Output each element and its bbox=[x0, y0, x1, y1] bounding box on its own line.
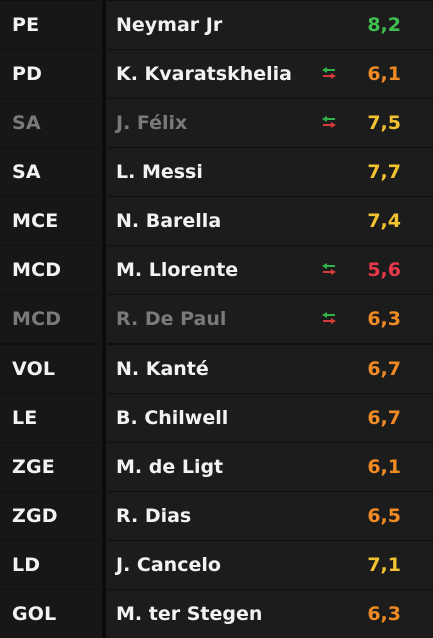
player-row[interactable]: MCD M. Llorente 5,6 bbox=[0, 246, 433, 294]
player-rating: 6,3 bbox=[367, 603, 401, 625]
player-name: J. Félix bbox=[116, 112, 187, 134]
player-rating: 6,3 bbox=[367, 308, 401, 330]
player-rating: 6,1 bbox=[367, 63, 401, 85]
player-info: M. Llorente 5,6 bbox=[106, 246, 433, 294]
player-info: R. Dias 6,5 bbox=[106, 492, 433, 540]
player-rating: 6,7 bbox=[367, 358, 401, 380]
player-row[interactable]: ZGD R. Dias 6,5 bbox=[0, 492, 433, 540]
player-info: K. Kvaratskhelia 6,1 bbox=[106, 50, 433, 98]
player-info: R. De Paul 6,3 bbox=[106, 295, 433, 343]
player-row[interactable]: GOL M. ter Stegen 6,3 bbox=[0, 590, 433, 638]
player-row[interactable]: ZGE M. de Ligt 6,1 bbox=[0, 443, 433, 491]
player-name: R. De Paul bbox=[116, 308, 226, 330]
player-info: B. Chilwell 6,7 bbox=[106, 394, 433, 442]
player-rating: 7,5 bbox=[367, 112, 401, 134]
player-row[interactable]: SA J. Félix 7,5 bbox=[0, 99, 433, 147]
player-row[interactable]: MCE N. Barella 7,4 bbox=[0, 197, 433, 245]
player-position: PD bbox=[0, 50, 102, 98]
player-position: LD bbox=[0, 541, 102, 589]
player-name: M. de Ligt bbox=[116, 456, 223, 478]
player-position: ZGD bbox=[0, 492, 102, 540]
player-row[interactable]: LD J. Cancelo 7,1 bbox=[0, 541, 433, 589]
player-rating: 7,1 bbox=[367, 554, 401, 576]
player-name: R. Dias bbox=[116, 505, 191, 527]
player-rating: 6,7 bbox=[367, 407, 401, 429]
player-rating: 8,2 bbox=[367, 14, 401, 36]
player-position: SA bbox=[0, 148, 102, 196]
substitution-arrows-icon bbox=[320, 115, 338, 129]
player-row[interactable]: PE Neymar Jr 8,2 bbox=[0, 1, 433, 49]
player-rating: 6,1 bbox=[367, 456, 401, 478]
player-name: N. Kanté bbox=[116, 358, 209, 380]
player-info: N. Kanté 6,7 bbox=[106, 345, 433, 393]
substitution-arrows-icon bbox=[320, 262, 338, 276]
player-position: MCE bbox=[0, 197, 102, 245]
player-name: J. Cancelo bbox=[116, 554, 221, 576]
player-row[interactable]: VOL N. Kanté 6,7 bbox=[0, 345, 433, 393]
player-info: N. Barella 7,4 bbox=[106, 197, 433, 245]
player-position: PE bbox=[0, 1, 102, 49]
player-position: VOL bbox=[0, 345, 102, 393]
player-rating: 7,4 bbox=[367, 210, 401, 232]
player-position: MCD bbox=[0, 295, 102, 343]
substitution-arrows-icon bbox=[320, 66, 338, 80]
player-name: L. Messi bbox=[116, 161, 203, 183]
player-name: Neymar Jr bbox=[116, 14, 222, 36]
player-info: Neymar Jr 8,2 bbox=[106, 1, 433, 49]
player-name: M. ter Stegen bbox=[116, 603, 262, 625]
player-row[interactable]: PD K. Kvaratskhelia 6,1 bbox=[0, 50, 433, 98]
player-position: ZGE bbox=[0, 443, 102, 491]
player-rating: 5,6 bbox=[367, 259, 401, 281]
player-name: N. Barella bbox=[116, 210, 221, 232]
player-name: M. Llorente bbox=[116, 259, 238, 281]
player-row[interactable]: SA L. Messi 7,7 bbox=[0, 148, 433, 196]
player-position: SA bbox=[0, 99, 102, 147]
player-name: B. Chilwell bbox=[116, 407, 228, 429]
player-info: M. de Ligt 6,1 bbox=[106, 443, 433, 491]
player-position: LE bbox=[0, 394, 102, 442]
substitution-arrows-icon bbox=[320, 311, 338, 325]
player-name: K. Kvaratskhelia bbox=[116, 63, 292, 85]
player-info: J. Cancelo 7,1 bbox=[106, 541, 433, 589]
player-rating: 7,7 bbox=[367, 161, 401, 183]
player-position: MCD bbox=[0, 246, 102, 294]
player-info: M. ter Stegen 6,3 bbox=[106, 590, 433, 638]
player-position: GOL bbox=[0, 590, 102, 638]
player-info: L. Messi 7,7 bbox=[106, 148, 433, 196]
player-row[interactable]: MCD R. De Paul 6,3 bbox=[0, 295, 433, 343]
player-info: J. Félix 7,5 bbox=[106, 99, 433, 147]
player-row[interactable]: LE B. Chilwell 6,7 bbox=[0, 394, 433, 442]
player-rating: 6,5 bbox=[367, 505, 401, 527]
